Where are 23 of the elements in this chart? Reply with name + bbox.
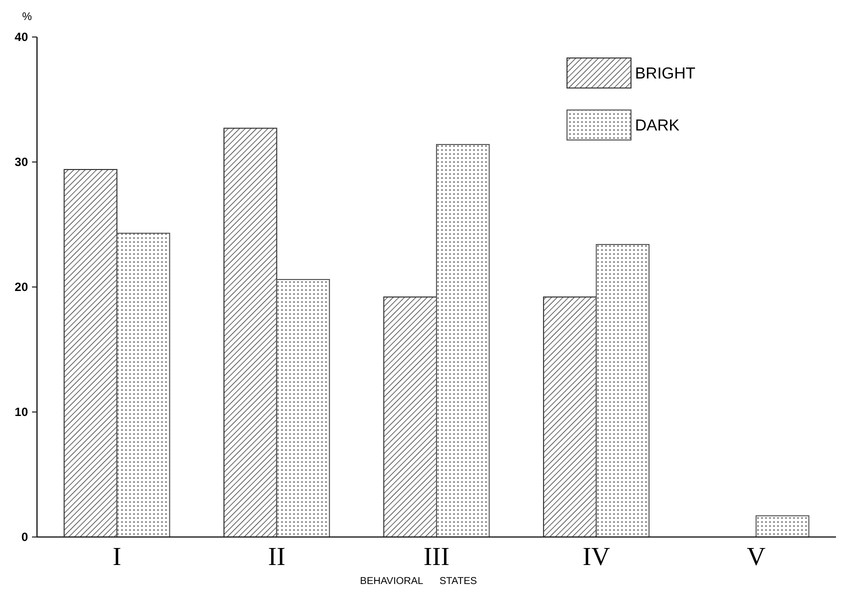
bar	[276, 279, 330, 538]
bar	[64, 169, 118, 538]
bar	[223, 128, 278, 538]
x-tick-label: V	[746, 542, 766, 571]
x-tick-label: I	[112, 542, 122, 571]
y-tick-label: 30	[14, 155, 28, 170]
x-axis-title: BEHAVIORAL STATES	[360, 576, 478, 587]
x-tick-label: IV	[582, 542, 610, 571]
x-tick-label: III	[424, 542, 450, 571]
y-tick-label: 10	[14, 405, 28, 420]
y-tick-label: 20	[14, 280, 28, 294]
bar	[436, 144, 490, 538]
bar	[543, 296, 597, 538]
bar	[596, 244, 650, 538]
bar	[756, 515, 810, 538]
bar	[383, 296, 437, 538]
legend-label: BRIGHT	[635, 66, 696, 83]
x-tick-label: II	[268, 542, 286, 571]
y-tick-label: 0	[21, 530, 28, 544]
y-axis-title: %	[22, 11, 32, 23]
legend-label: DARK	[635, 118, 680, 135]
bar	[116, 232, 170, 538]
y-tick-label: 40	[14, 30, 28, 44]
